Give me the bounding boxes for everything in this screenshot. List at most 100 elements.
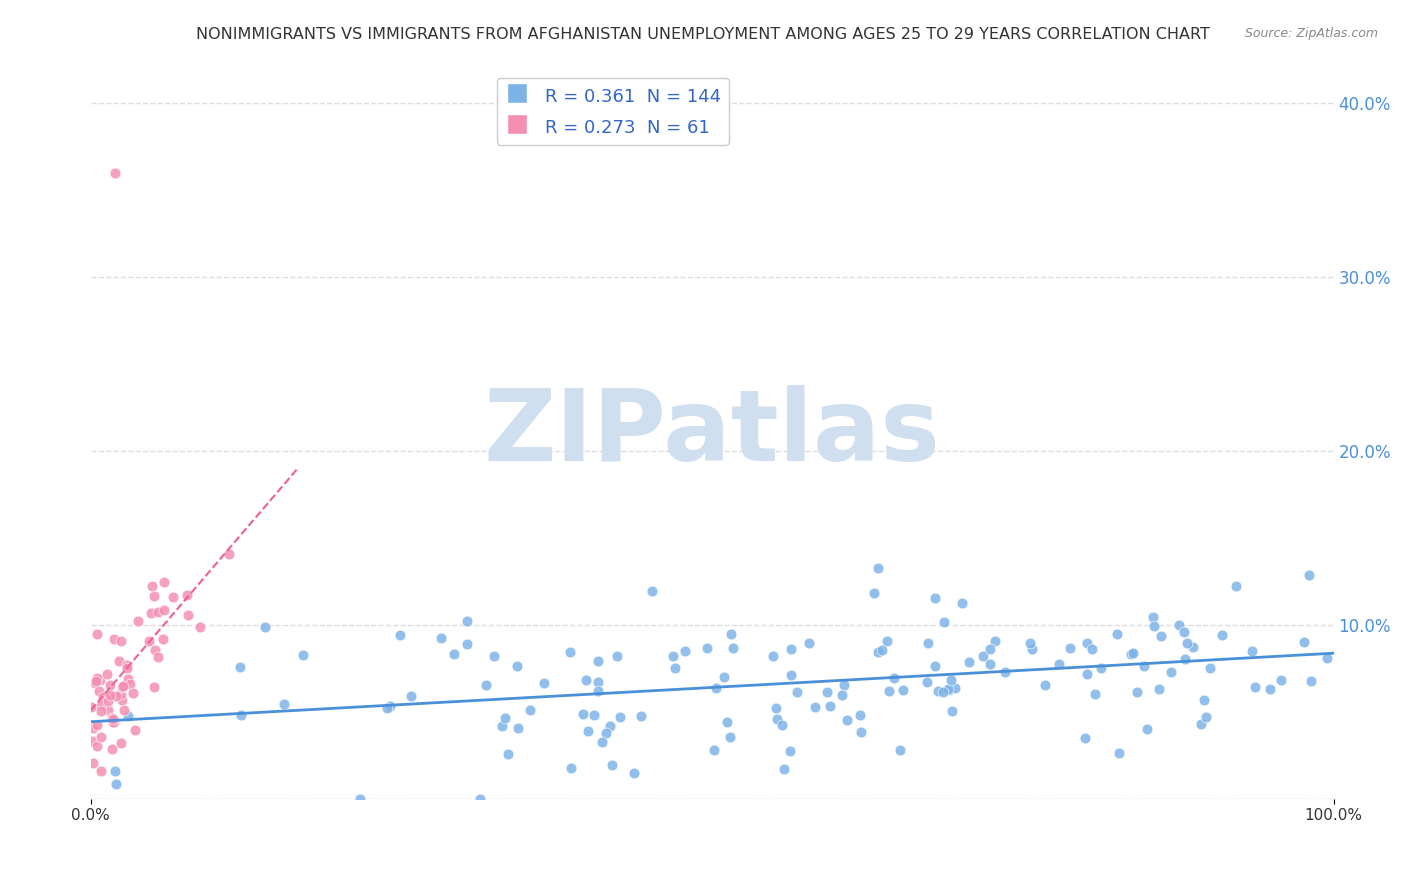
Point — [1160, 665, 1182, 680]
Point — [765, 712, 787, 726]
Point — [943, 681, 966, 695]
Point — [142, 680, 165, 694]
Point — [1316, 651, 1339, 665]
Point — [111, 680, 134, 694]
Point — [141, 607, 163, 621]
Point — [640, 584, 662, 599]
Point — [889, 743, 911, 757]
Point — [122, 685, 145, 699]
Point — [112, 679, 135, 693]
Point — [91, 690, 114, 705]
Point — [877, 684, 900, 698]
Point — [939, 673, 962, 687]
Point — [870, 643, 893, 657]
Point — [146, 605, 169, 619]
Point — [1074, 731, 1097, 745]
Point — [891, 683, 914, 698]
Point — [571, 707, 593, 722]
Point — [868, 561, 890, 575]
Point — [124, 723, 146, 738]
Point — [786, 684, 808, 698]
Point — [117, 673, 139, 687]
Point — [972, 648, 994, 663]
Point — [118, 677, 141, 691]
Point — [482, 648, 505, 663]
Point — [862, 585, 884, 599]
Point — [704, 681, 727, 695]
Point — [1142, 610, 1164, 624]
Point — [475, 678, 498, 692]
Legend: R = 0.361  N = 144, R = 0.273  N = 61: R = 0.361 N = 144, R = 0.273 N = 61 — [496, 78, 728, 145]
Point — [103, 712, 125, 726]
Point — [576, 724, 599, 739]
Point — [606, 649, 628, 664]
Point — [595, 726, 617, 740]
Point — [86, 671, 108, 685]
Point — [380, 699, 402, 714]
Point — [599, 719, 621, 733]
Point — [917, 636, 939, 650]
Point — [1081, 641, 1104, 656]
Point — [866, 645, 889, 659]
Point — [1174, 652, 1197, 666]
Point — [1258, 682, 1281, 697]
Point — [927, 684, 949, 698]
Point — [820, 698, 842, 713]
Point — [1181, 640, 1204, 654]
Point — [1175, 636, 1198, 650]
Point — [957, 655, 980, 669]
Point — [630, 708, 652, 723]
Point — [90, 764, 112, 778]
Point — [101, 714, 124, 729]
Point — [98, 688, 121, 702]
Point — [127, 614, 149, 628]
Point — [96, 667, 118, 681]
Point — [90, 704, 112, 718]
Point — [1167, 618, 1189, 632]
Point — [86, 739, 108, 753]
Point — [86, 674, 108, 689]
Point — [591, 735, 613, 749]
Point — [662, 648, 685, 663]
Point — [110, 687, 132, 701]
Point — [115, 661, 138, 675]
Point — [713, 670, 735, 684]
Point — [152, 632, 174, 646]
Point — [143, 643, 166, 657]
Point — [994, 665, 1017, 680]
Point — [470, 791, 492, 805]
Point — [375, 700, 398, 714]
Point — [1211, 628, 1233, 642]
Point — [177, 608, 200, 623]
Point — [1083, 687, 1105, 701]
Point — [103, 632, 125, 646]
Point — [772, 762, 794, 776]
Point — [84, 675, 107, 690]
Point — [494, 711, 516, 725]
Point — [1299, 674, 1322, 689]
Point — [115, 658, 138, 673]
Point — [508, 721, 530, 735]
Point — [915, 675, 938, 690]
Point — [1059, 641, 1081, 656]
Point — [1225, 579, 1247, 593]
Point — [82, 756, 104, 770]
Point — [797, 636, 820, 650]
Point — [104, 776, 127, 790]
Point — [456, 637, 478, 651]
Point — [1136, 722, 1159, 736]
Point — [1132, 659, 1154, 673]
Point — [1108, 747, 1130, 761]
Point — [586, 675, 609, 690]
Point — [1076, 636, 1098, 650]
Point — [97, 693, 120, 707]
Point — [1119, 648, 1142, 662]
Point — [1033, 678, 1056, 692]
Point — [291, 648, 314, 663]
Point — [979, 657, 1001, 671]
Point — [673, 644, 696, 658]
Point — [941, 705, 963, 719]
Point — [519, 703, 541, 717]
Point — [696, 641, 718, 656]
Point — [82, 721, 104, 735]
